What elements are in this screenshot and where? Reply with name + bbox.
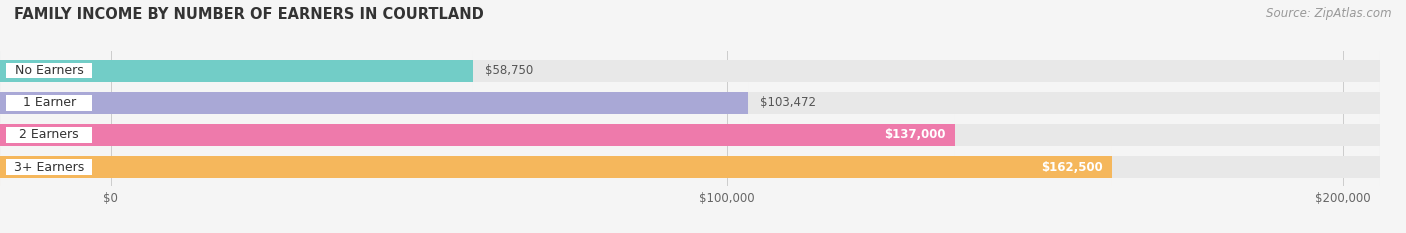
Bar (6, 95, 93, 111)
Text: 3+ Earners: 3+ Earners (14, 161, 84, 174)
Text: FAMILY INCOME BY NUMBER OF EARNERS IN COURTLAND: FAMILY INCOME BY NUMBER OF EARNERS IN CO… (14, 7, 484, 22)
Bar (0, 124, 1379, 146)
Text: 2 Earners: 2 Earners (20, 128, 79, 141)
Bar (0, 156, 1379, 178)
Bar (0, 156, 1112, 178)
Text: 1 Earner: 1 Earner (22, 96, 76, 109)
Text: $162,500: $162,500 (1040, 161, 1102, 174)
Text: Source: ZipAtlas.com: Source: ZipAtlas.com (1267, 7, 1392, 20)
Text: $103,472: $103,472 (761, 96, 817, 109)
Bar (0, 92, 1379, 114)
Bar (6, 159, 93, 175)
Text: No Earners: No Earners (15, 64, 83, 77)
Bar (0, 92, 748, 114)
Bar (0, 124, 955, 146)
Text: $137,000: $137,000 (884, 128, 945, 141)
Bar (6, 127, 93, 143)
Bar (0, 60, 1379, 82)
Bar (0, 60, 472, 82)
Bar (6, 63, 93, 79)
Text: $58,750: $58,750 (485, 64, 533, 77)
